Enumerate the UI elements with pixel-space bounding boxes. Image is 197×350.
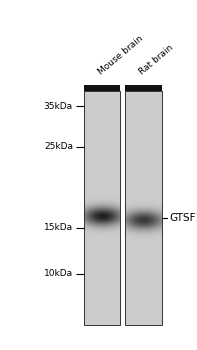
Text: 10kDa: 10kDa: [44, 270, 73, 278]
Text: 35kDa: 35kDa: [44, 102, 73, 111]
Text: 15kDa: 15kDa: [44, 223, 73, 232]
Bar: [84, 85, 120, 91]
Text: 25kDa: 25kDa: [44, 142, 73, 151]
Text: Rat brain: Rat brain: [138, 43, 175, 77]
Bar: [84, 91, 120, 325]
Text: GTSF1: GTSF1: [169, 214, 197, 223]
Bar: [125, 91, 162, 325]
Text: Mouse brain: Mouse brain: [96, 34, 145, 77]
Bar: [125, 85, 162, 91]
